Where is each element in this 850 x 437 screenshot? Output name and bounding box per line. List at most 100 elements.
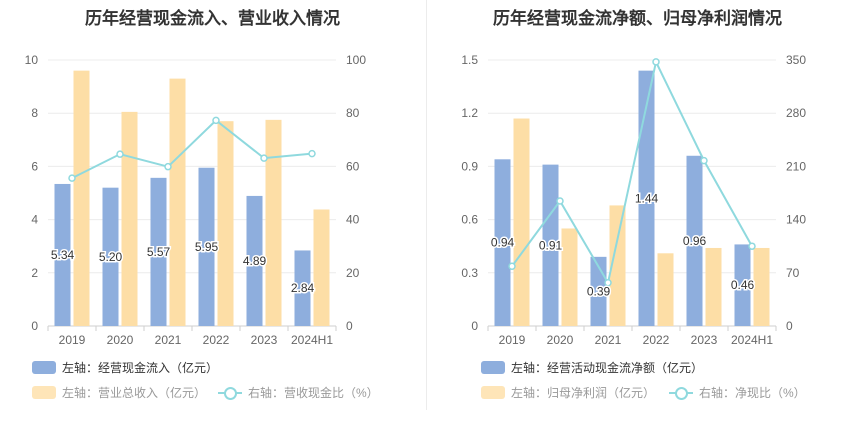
- legend-item-net-cash-ratio[interactable]: 右轴：净现比（%）: [669, 384, 806, 401]
- legend-swatch-orange: [32, 386, 56, 399]
- data-label: 5.34: [51, 248, 75, 262]
- bar-secondary: [313, 209, 330, 326]
- x-tick-label: 2023: [251, 333, 278, 347]
- legend-swatch-blue: [32, 361, 56, 374]
- y-left-tick-label: 0.6: [461, 213, 478, 227]
- y-left-tick-label: 0: [471, 319, 478, 333]
- line-point: [556, 197, 564, 205]
- line-point: [116, 150, 124, 158]
- legend-item-net-cash[interactable]: 左轴：经营活动现金流净额（亿元）: [481, 359, 703, 376]
- bar-secondary: [753, 247, 770, 326]
- y-right-tick-label: 280: [786, 106, 806, 120]
- bar-secondary: [169, 78, 186, 327]
- data-label: 5.57: [147, 245, 171, 259]
- x-tick-label: 2021: [595, 333, 622, 347]
- bar-secondary: [121, 111, 138, 327]
- line-point: [164, 162, 172, 171]
- bar-secondary: [705, 247, 722, 326]
- y-left-tick-label: 10: [25, 53, 39, 67]
- line-point: [68, 174, 76, 182]
- y-right-tick-label: 20: [346, 266, 360, 280]
- bar-primary: [246, 195, 263, 326]
- line-series: [511, 58, 753, 286]
- bar-primary: [638, 70, 655, 326]
- legend-item-cash-ratio[interactable]: 右轴：营收现金比（%）: [218, 384, 379, 401]
- y-right-tick-label: 80: [346, 106, 360, 120]
- bar-primary: [102, 187, 119, 326]
- legend-line-icon: [218, 386, 242, 400]
- line-series: [71, 119, 313, 179]
- chart-net-cash-profit: 0 0.3 0.6 0.9 1.2 1.5 0 70 140 210 280 350 2019 2020 2…: [461, 53, 806, 347]
- chart-title-net-cash: 历年经营现金流净额、归母净利润情况: [493, 9, 782, 28]
- legend-item-net-profit[interactable]: 左轴：归母净利润（亿元）: [481, 384, 655, 401]
- y-right-tick-label: 70: [786, 266, 800, 280]
- y-right-tick-label: 140: [786, 213, 806, 227]
- bar-secondary: [265, 119, 282, 326]
- y-right-tick-label: 40: [346, 213, 360, 227]
- bar-secondary: [609, 205, 626, 326]
- data-label: 1.44: [635, 191, 659, 205]
- line-point: [212, 116, 220, 125]
- bar-secondary: [73, 70, 90, 326]
- data-label: 0.96: [683, 234, 707, 248]
- legend-label: 右轴：净现比（%）: [699, 386, 806, 400]
- bar-secondary: [217, 121, 234, 327]
- bar-primary: [542, 164, 559, 326]
- line-point: [652, 58, 660, 66]
- bar-primary: [54, 183, 71, 326]
- bar-primary: [686, 155, 703, 326]
- line-point: [604, 279, 612, 287]
- x-tick-label: 2020: [107, 333, 134, 347]
- y-left-tick-label: 1.5: [461, 53, 478, 67]
- x-tick-label: 2019: [59, 333, 86, 347]
- line-point: [700, 156, 708, 165]
- panel-divider: [426, 0, 427, 410]
- legend-item-cash-inflow[interactable]: 左轴：经营现金流入（亿元）: [32, 359, 218, 376]
- data-label: 4.89: [243, 254, 267, 268]
- legend-line-icon: [669, 386, 693, 400]
- y-left-tick-label: 2: [31, 266, 38, 280]
- x-tick-label: 2021: [155, 333, 182, 347]
- data-label: 5.95: [195, 240, 219, 254]
- bar-primary: [734, 244, 751, 326]
- y-left-tick-label: 0.3: [461, 266, 478, 280]
- legend-label: 左轴：经营活动现金流净额（亿元）: [511, 361, 704, 375]
- y-right-tick-label: 100: [346, 53, 366, 67]
- y-right-tick-label: 0: [346, 319, 353, 333]
- x-tick-label: 2024H1: [731, 333, 773, 347]
- x-tick-label: 2024H1: [291, 333, 333, 347]
- y-left-tick-label: 4: [31, 213, 38, 227]
- line-point: [508, 262, 516, 271]
- legend-swatch-blue: [481, 361, 505, 374]
- y-right-tick-label: 210: [786, 159, 806, 173]
- legend-swatch-orange: [481, 386, 505, 399]
- legend-label: 左轴：经营现金流入（亿元）: [62, 361, 219, 375]
- legend-item-revenue[interactable]: 左轴：营业总收入（亿元）: [32, 384, 206, 401]
- y-right-tick-label: 60: [346, 159, 360, 173]
- bar-secondary: [657, 253, 674, 326]
- y-right-tick-label: 350: [786, 53, 806, 67]
- bar-primary: [150, 177, 167, 326]
- chart-title-cash-inflow: 历年经营现金流入、营业收入情况: [85, 9, 340, 28]
- legend-label: 左轴：营业总收入（亿元）: [62, 386, 207, 400]
- y-left-tick-label: 6: [31, 159, 38, 173]
- bar-primary: [294, 250, 311, 326]
- line-point: [308, 149, 316, 158]
- data-label: 0.94: [491, 236, 515, 250]
- y-left-tick-label: 8: [31, 106, 38, 120]
- x-tick-label: 2023: [691, 333, 718, 347]
- x-tick-label: 2019: [499, 333, 526, 347]
- data-label: 2.84: [291, 281, 315, 295]
- data-label: 0.46: [731, 278, 755, 292]
- x-tick-label: 2020: [547, 333, 574, 347]
- data-label: 0.39: [587, 284, 611, 298]
- y-right-tick-label: 0: [786, 319, 793, 333]
- data-label: 0.91: [539, 238, 563, 252]
- bar-primary: [198, 167, 215, 326]
- bar-secondary: [513, 118, 530, 327]
- bar-primary: [494, 159, 511, 326]
- data-label: 5.20: [99, 250, 123, 264]
- x-tick-label: 2022: [203, 333, 230, 347]
